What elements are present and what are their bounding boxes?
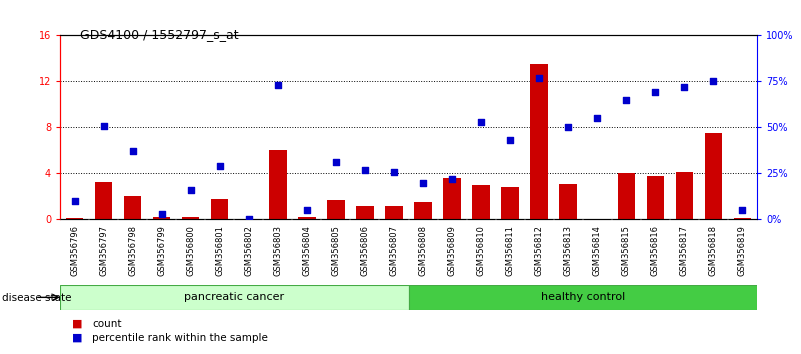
Point xyxy=(678,84,690,90)
Point xyxy=(272,82,284,88)
Text: GSM356806: GSM356806 xyxy=(360,225,369,276)
Text: GSM356818: GSM356818 xyxy=(709,225,718,276)
Bar xyxy=(618,173,635,219)
Text: disease state: disease state xyxy=(2,293,71,303)
Text: GSM356814: GSM356814 xyxy=(593,225,602,276)
Bar xyxy=(473,185,489,219)
Bar xyxy=(646,176,664,219)
Bar xyxy=(705,133,722,219)
Text: GSM356803: GSM356803 xyxy=(273,225,282,276)
Text: healthy control: healthy control xyxy=(541,292,625,302)
Point xyxy=(591,115,604,121)
Text: GSM356812: GSM356812 xyxy=(535,225,544,276)
Point xyxy=(388,169,400,175)
Text: GSM356800: GSM356800 xyxy=(187,225,195,276)
Text: GSM356816: GSM356816 xyxy=(651,225,660,276)
Text: GDS4100 / 1552797_s_at: GDS4100 / 1552797_s_at xyxy=(80,28,239,41)
Text: GSM356817: GSM356817 xyxy=(680,225,689,276)
Point xyxy=(736,207,749,213)
Text: GSM356815: GSM356815 xyxy=(622,225,630,276)
Bar xyxy=(443,178,461,219)
Text: GSM356811: GSM356811 xyxy=(505,225,514,276)
Bar xyxy=(298,217,316,219)
Text: percentile rank within the sample: percentile rank within the sample xyxy=(92,333,268,343)
Text: GSM356810: GSM356810 xyxy=(477,225,485,276)
Bar xyxy=(182,217,199,219)
Point xyxy=(329,160,342,165)
Point xyxy=(68,198,81,204)
Point xyxy=(417,180,429,185)
Point xyxy=(504,137,517,143)
Text: GSM356798: GSM356798 xyxy=(128,225,137,276)
Bar xyxy=(95,182,112,219)
Text: GSM356801: GSM356801 xyxy=(215,225,224,276)
Bar xyxy=(356,206,373,219)
Point xyxy=(127,149,139,154)
Bar xyxy=(211,199,228,219)
Point xyxy=(649,90,662,95)
Bar xyxy=(501,187,519,219)
Point xyxy=(155,211,168,217)
Text: GSM356796: GSM356796 xyxy=(70,225,79,276)
Bar xyxy=(414,202,432,219)
Text: GSM356809: GSM356809 xyxy=(448,225,457,276)
Bar xyxy=(530,64,548,219)
Point xyxy=(300,207,313,213)
Bar xyxy=(559,184,577,219)
Point xyxy=(213,163,226,169)
Text: GSM356804: GSM356804 xyxy=(303,225,312,276)
Point xyxy=(359,167,372,173)
Text: ■: ■ xyxy=(72,333,83,343)
Text: GSM356797: GSM356797 xyxy=(99,225,108,276)
Point xyxy=(707,79,720,84)
Text: GSM356807: GSM356807 xyxy=(389,225,398,276)
Bar xyxy=(385,206,403,219)
Text: pancreatic cancer: pancreatic cancer xyxy=(184,292,284,302)
Bar xyxy=(409,285,757,310)
Bar xyxy=(327,200,344,219)
Bar xyxy=(734,218,751,219)
Bar xyxy=(60,285,409,310)
Bar xyxy=(124,196,141,219)
Bar xyxy=(269,150,287,219)
Text: GSM356802: GSM356802 xyxy=(244,225,253,276)
Point xyxy=(475,119,488,125)
Point xyxy=(533,75,545,81)
Point xyxy=(97,123,110,129)
Bar xyxy=(153,217,171,219)
Text: GSM356819: GSM356819 xyxy=(738,225,747,276)
Text: ■: ■ xyxy=(72,319,83,329)
Point xyxy=(243,217,256,222)
Point xyxy=(184,187,197,193)
Bar xyxy=(66,218,83,219)
Text: count: count xyxy=(92,319,122,329)
Bar xyxy=(675,172,693,219)
Point xyxy=(562,125,574,130)
Text: GSM356813: GSM356813 xyxy=(564,225,573,276)
Text: GSM356805: GSM356805 xyxy=(332,225,340,276)
Text: GSM356808: GSM356808 xyxy=(419,225,428,276)
Point xyxy=(445,176,458,182)
Point xyxy=(620,97,633,103)
Text: GSM356799: GSM356799 xyxy=(157,225,166,276)
